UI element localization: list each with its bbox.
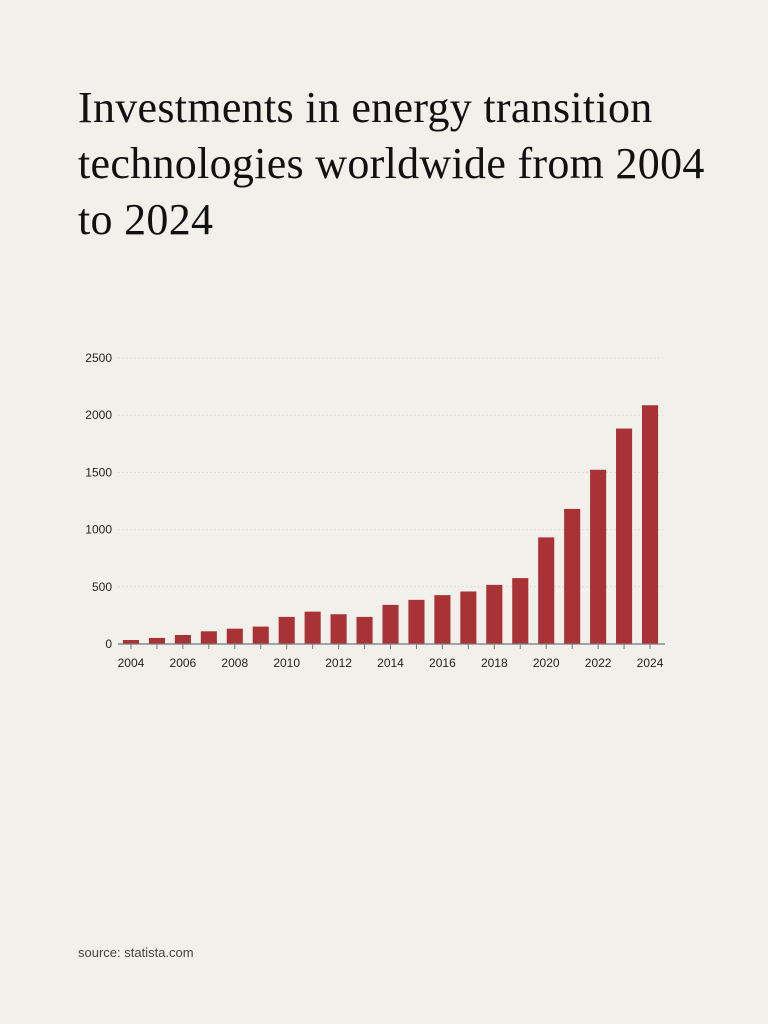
- x-tick-label: 2024: [637, 656, 664, 670]
- y-tick-label: 1000: [85, 523, 112, 537]
- bar-2013: [356, 616, 373, 644]
- bar-2017: [460, 591, 477, 644]
- gridlines: [118, 357, 663, 588]
- bar-2018: [486, 584, 503, 644]
- chart-title: Investments in energy transition technol…: [78, 83, 705, 244]
- bar-2009: [252, 626, 269, 644]
- bar-2008: [226, 628, 243, 644]
- x-tick-label: 2018: [481, 656, 508, 670]
- bar-2006: [174, 634, 191, 644]
- y-tick-label: 2000: [85, 408, 112, 422]
- bar-2011: [304, 611, 321, 644]
- x-tick-label: 2012: [325, 656, 352, 670]
- bar-2020: [538, 537, 555, 644]
- x-tick-label: 2004: [118, 656, 145, 670]
- x-tick-label: 2006: [170, 656, 197, 670]
- x-tick-label: 2010: [273, 656, 300, 670]
- bar-2005: [148, 637, 165, 644]
- bar-2004: [122, 639, 140, 644]
- y-tick-label: 1500: [85, 465, 112, 479]
- bar-2015: [408, 599, 425, 644]
- bar-2007: [200, 631, 217, 644]
- y-tick-label: 2500: [85, 351, 112, 365]
- source-note: source: statista.com: [78, 945, 194, 960]
- bar-2016: [434, 595, 451, 644]
- x-tick-label: 2020: [533, 656, 560, 670]
- y-axis-ticks: 0 500 1000 1500 2000 2500: [85, 351, 112, 651]
- bar-2021: [564, 508, 581, 644]
- x-axis: 2004 2006 2008 2010 2012 2014 2016 2018 2020 2022…: [118, 643, 665, 670]
- x-tick-label: 2016: [429, 656, 456, 670]
- bar-2022: [590, 469, 607, 644]
- bar-2019: [512, 578, 529, 644]
- bar-2014: [382, 604, 399, 644]
- bar-2023: [616, 428, 633, 644]
- x-tick-label: 2008: [221, 656, 248, 670]
- bar-2012: [330, 614, 347, 644]
- y-tick-label: 500: [92, 580, 112, 594]
- bar-2024: [641, 405, 659, 644]
- x-tick-label: 2022: [585, 656, 612, 670]
- y-tick-label: 0: [105, 637, 112, 651]
- bar-2010: [278, 616, 295, 644]
- bars: [122, 405, 659, 644]
- x-tick-label: 2014: [377, 656, 404, 670]
